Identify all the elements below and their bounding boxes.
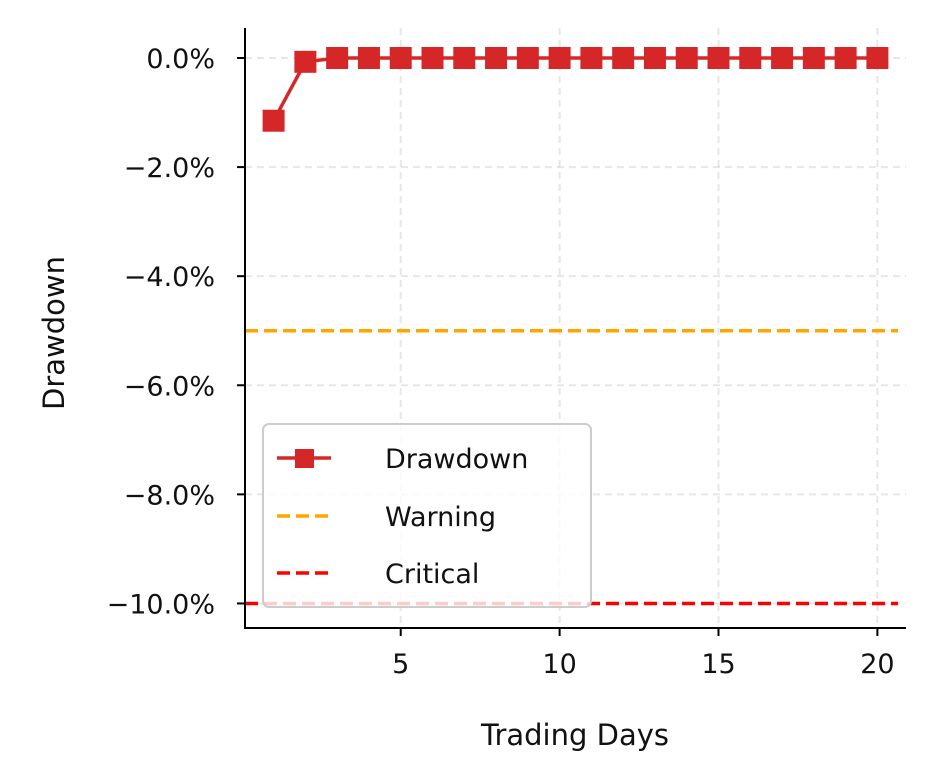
- y-axis-title: Drawdown: [37, 256, 71, 410]
- data-point: [707, 47, 730, 69]
- y-tick-label: −4.0%: [124, 262, 215, 293]
- legend-label-drawdown: Drawdown: [385, 444, 528, 475]
- data-point: [612, 47, 635, 69]
- legend-marker-drawdown: [295, 449, 314, 468]
- data-point: [326, 47, 349, 69]
- data-point: [675, 47, 698, 69]
- data-point: [485, 47, 508, 69]
- axes: [244, 28, 906, 629]
- data-point: [802, 47, 825, 69]
- series-layer: [262, 47, 889, 132]
- data-point: [421, 47, 444, 69]
- data-point: [834, 47, 857, 69]
- data-point: [453, 47, 476, 69]
- y-tick-label: −2.0%: [124, 153, 215, 184]
- legend-label-critical: Critical: [385, 559, 479, 590]
- data-point: [357, 47, 380, 69]
- legend-label-warning: Warning: [385, 502, 496, 533]
- data-point: [516, 47, 539, 69]
- legend-box: [262, 423, 592, 608]
- ticks: 5 10 15 20 0.0% −2.0% −4.0% −6.0% −8.0% −10.0%: [107, 44, 895, 680]
- y-tick-label: −10.0%: [107, 589, 215, 620]
- data-point: [294, 50, 317, 73]
- data-point: [548, 47, 571, 69]
- data-point: [389, 47, 412, 69]
- y-tick-label: −8.0%: [124, 480, 215, 511]
- x-tick-label: 5: [392, 649, 409, 680]
- y-tick-label: 0.0%: [146, 44, 215, 75]
- x-axis-title: Trading Days: [480, 718, 669, 752]
- data-point: [580, 47, 603, 69]
- data-point: [866, 47, 889, 69]
- x-tick-label: 15: [701, 649, 735, 680]
- data-point: [771, 47, 794, 69]
- data-point: [643, 47, 666, 69]
- data-point: [739, 47, 762, 69]
- x-tick-label: 20: [860, 649, 894, 680]
- legend: Drawdown Warning Critical: [262, 423, 592, 608]
- y-tick-label: −6.0%: [124, 371, 215, 402]
- x-tick-label: 10: [542, 649, 576, 680]
- data-point: [262, 109, 285, 132]
